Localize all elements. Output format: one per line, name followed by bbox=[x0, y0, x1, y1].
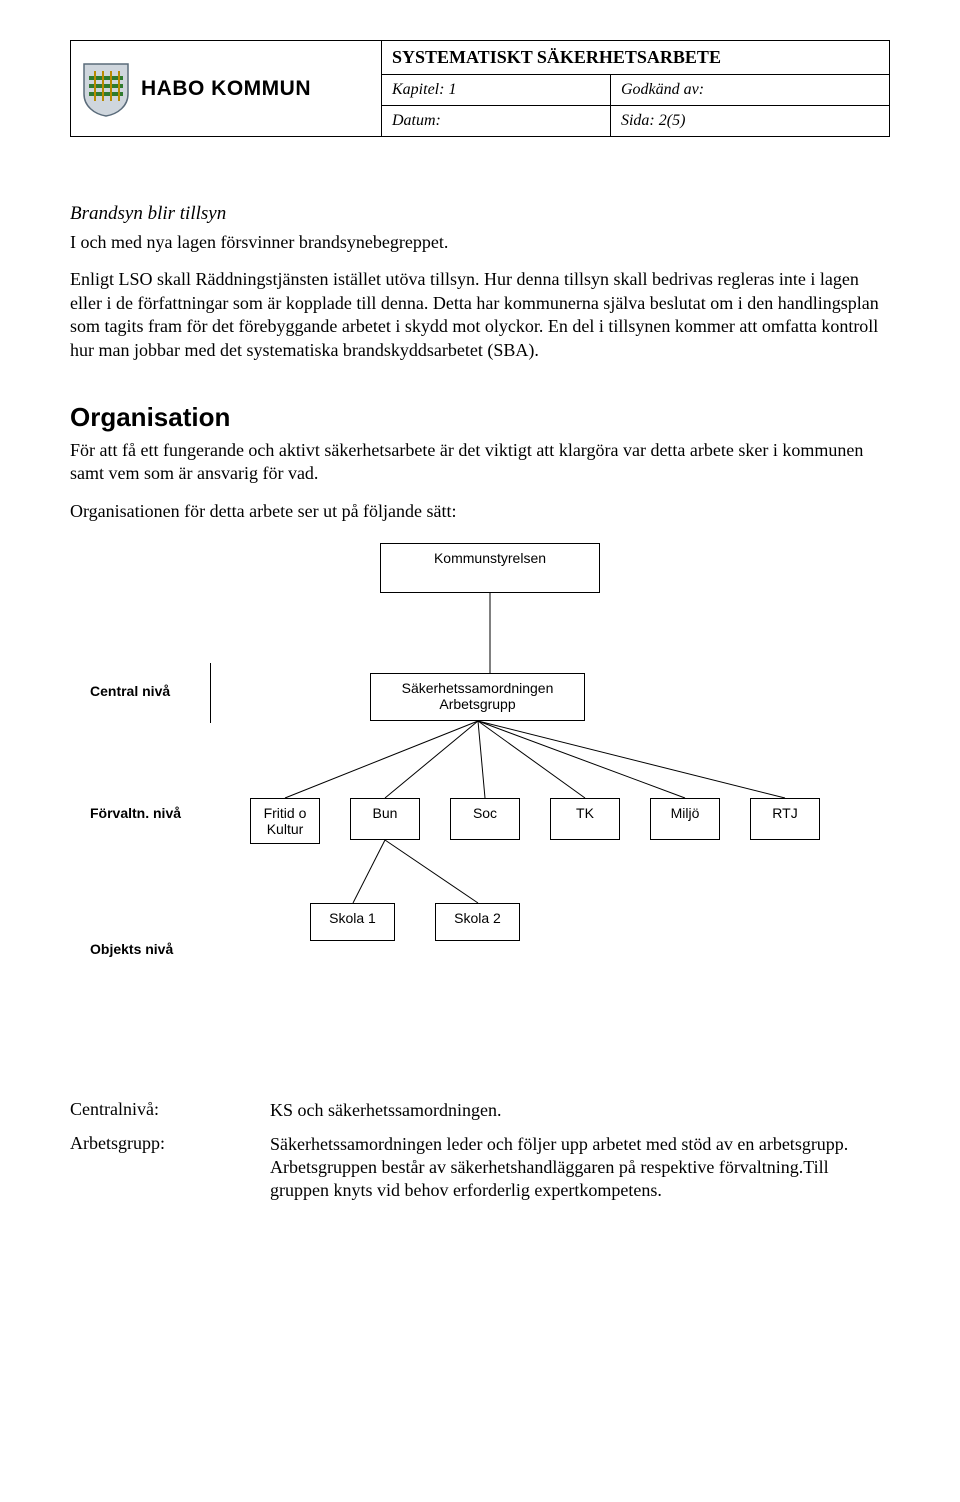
org-node-skola2: Skola 2 bbox=[435, 903, 520, 941]
org-node-soc: Soc bbox=[450, 798, 520, 840]
org-node-coord: Säkerhetssamordningen Arbetsgrupp bbox=[370, 673, 585, 721]
header-approved: Godkänd av: bbox=[621, 81, 704, 98]
coord-line2: Arbetsgrupp bbox=[375, 696, 580, 712]
side-divider bbox=[210, 663, 211, 723]
header-title-cell: SYSTEMATISKT SÄKERHETSARBETE bbox=[382, 41, 890, 75]
header-approved-cell: Godkänd av: bbox=[610, 75, 889, 106]
u2-label: Soc bbox=[473, 805, 497, 821]
def-row-central: Centralnivå: KS och säkerhetssamordninge… bbox=[70, 1099, 890, 1122]
header-chapter: Kapitel: 1 bbox=[392, 81, 456, 98]
def-body-arbetsgrupp: Säkerhetssamordningen leder och följer u… bbox=[270, 1133, 890, 1203]
header-chapter-cell: Kapitel: 1 bbox=[382, 75, 611, 106]
section1-title: Brandsyn blir tillsyn bbox=[70, 203, 890, 225]
def-body-central: KS och säkerhetssamordningen. bbox=[270, 1099, 890, 1122]
header-date-cell: Datum: bbox=[382, 106, 611, 137]
section2-title: Organisation bbox=[70, 402, 890, 433]
org-node-bun: Bun bbox=[350, 798, 420, 840]
org-node-miljo: Miljö bbox=[650, 798, 720, 840]
header-title: SYSTEMATISKT SÄKERHETSARBETE bbox=[392, 47, 721, 67]
header-date: Datum: bbox=[392, 112, 441, 129]
u3-label: TK bbox=[576, 805, 594, 821]
def-term-central: Centralnivå: bbox=[70, 1099, 270, 1122]
org-node-skola1: Skola 1 bbox=[310, 903, 395, 941]
coord-line1: Säkerhetssamordningen bbox=[375, 680, 580, 696]
header-page-cell: Sida: 2(5) bbox=[610, 106, 889, 137]
level-label-forvalt: Förvaltn. nivå bbox=[90, 805, 181, 821]
u5-label: RTJ bbox=[772, 805, 797, 821]
header-logo-cell: HABO KOMMUN bbox=[71, 41, 382, 137]
header-page: Sida: 2(5) bbox=[621, 112, 685, 129]
level-label-central: Central nivå bbox=[90, 683, 170, 699]
org-chart: Kommunstyrelsen Central nivå Säkerhetssa… bbox=[70, 543, 890, 1003]
org-node-label: Kommunstyrelsen bbox=[434, 550, 546, 566]
logo-wrap: HABO KOMMUN bbox=[81, 61, 371, 117]
u0-label: Fritid o Kultur bbox=[264, 805, 307, 837]
org-node-fritid-kultur: Fritid o Kultur bbox=[250, 798, 320, 844]
u4-label: Miljö bbox=[671, 805, 700, 821]
org-node-rtj: RTJ bbox=[750, 798, 820, 840]
section2-para1: För att få ett fungerande och aktivt säk… bbox=[70, 439, 890, 486]
document-page: HABO KOMMUN SYSTEMATISKT SÄKERHETSARBETE… bbox=[0, 0, 960, 1253]
level-label-objekt: Objekts nivå bbox=[90, 941, 173, 957]
u1-label: Bun bbox=[373, 805, 398, 821]
org-node-tk: TK bbox=[550, 798, 620, 840]
habo-shield-icon bbox=[81, 61, 131, 117]
def-row-arbetsgrupp: Arbetsgrupp: Säkerhetssamordningen leder… bbox=[70, 1133, 890, 1203]
def-term-arbetsgrupp: Arbetsgrupp: bbox=[70, 1133, 270, 1203]
org-node-kommunstyrelsen: Kommunstyrelsen bbox=[380, 543, 600, 593]
section1-para2: Enligt LSO skall Räddningstjänsten istäl… bbox=[70, 268, 890, 362]
section2-para2: Organisationen för detta arbete ser ut p… bbox=[70, 500, 890, 523]
section1-para1: I och med nya lagen försvinner brandsyne… bbox=[70, 231, 890, 254]
s1-label: Skola 2 bbox=[454, 910, 501, 926]
s0-label: Skola 1 bbox=[329, 910, 376, 926]
logo-text: HABO KOMMUN bbox=[141, 77, 311, 101]
document-header-table: HABO KOMMUN SYSTEMATISKT SÄKERHETSARBETE… bbox=[70, 40, 890, 137]
